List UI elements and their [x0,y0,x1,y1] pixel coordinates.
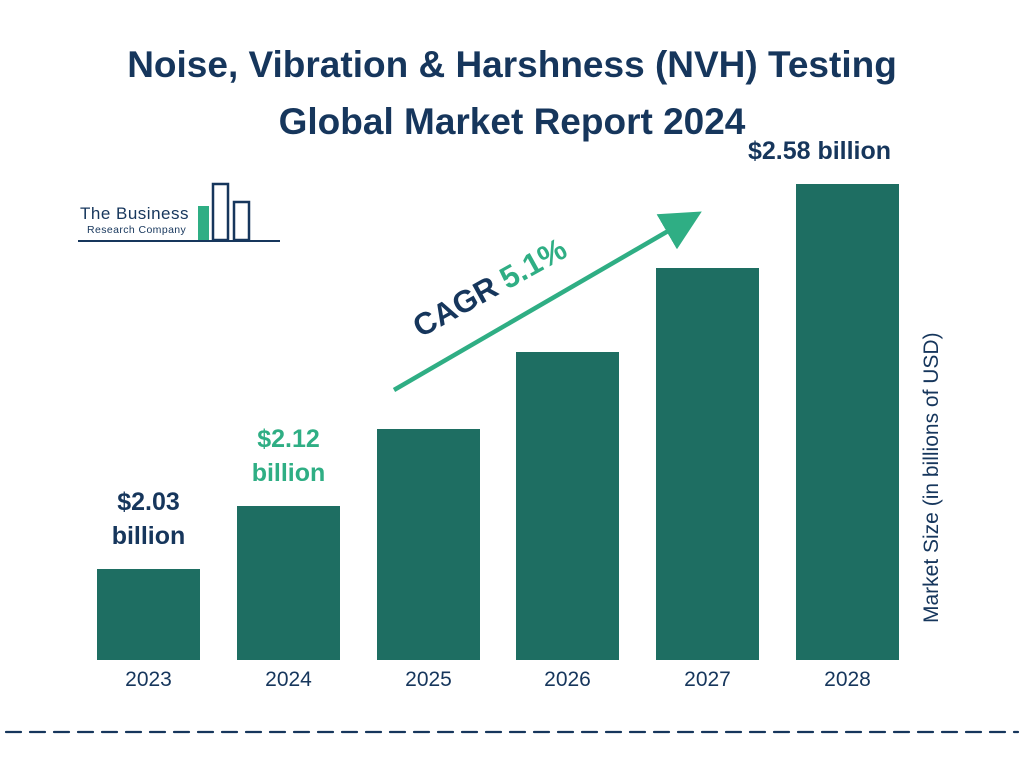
bar-2026 [516,352,619,660]
x-axis-label-2024: 2024 [265,668,312,691]
cagr-label: CAGR5.1% [394,224,586,352]
x-axis-label-2027: 2027 [684,668,731,691]
value-label-2023: $2.03 billion [111,488,186,550]
chart-title: Noise, Vibration & Harshness (NVH) Testi… [0,36,1024,150]
logo-company-subname: Research Company [87,224,187,236]
y-axis-label: Market Size (in billions of USD) [920,332,943,623]
bar-2024 [237,506,340,660]
logo: The Business Research Company [75,182,285,244]
x-axis-label-2023: 2023 [125,668,172,691]
bar-2023 [97,569,200,660]
logo-bar-chart-icon [195,182,280,242]
x-axis-label-2026: 2026 [544,668,591,691]
chart-title-line1: Noise, Vibration & Harshness (NVH) Testi… [127,44,897,85]
cagr-text: CAGR [406,269,504,345]
bar-2027 [656,268,759,660]
logo-underline [78,240,280,242]
value-label-2028: $2.58 billion [747,137,892,165]
x-axis-label-2028: 2028 [824,668,871,691]
value-label-2024: $2.12 billion [251,425,326,487]
chart-title-line2: Global Market Report 2024 [278,101,746,142]
logo-company-name: The Business [80,204,189,223]
x-axis-label-2025: 2025 [405,668,452,691]
bar-2028 [796,184,899,660]
cagr-value: 5.1% [493,231,573,296]
bar-2025 [377,429,480,660]
bottom-dashed-line [4,730,1020,734]
